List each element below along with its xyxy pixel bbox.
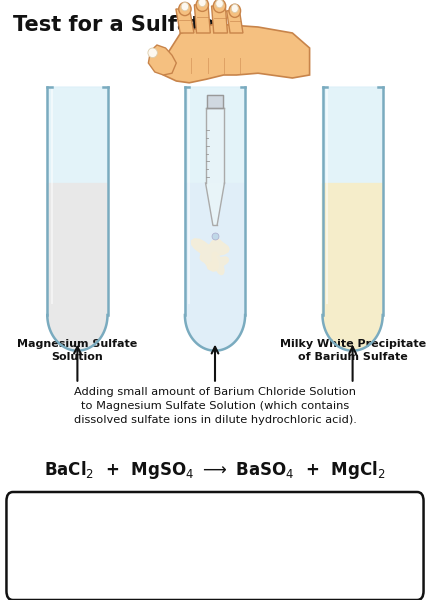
Text: Test for a Sulfate: Test for a Sulfate xyxy=(13,15,215,35)
Polygon shape xyxy=(163,24,310,83)
Text: Adding small amount of Barium Chloride Solution
to Magnesium Sulfate Solution (w: Adding small amount of Barium Chloride S… xyxy=(74,387,356,425)
Ellipse shape xyxy=(181,2,189,11)
Polygon shape xyxy=(208,252,228,275)
Ellipse shape xyxy=(216,0,223,8)
Ellipse shape xyxy=(179,2,191,16)
Ellipse shape xyxy=(229,4,241,17)
Ellipse shape xyxy=(231,4,238,13)
Text: Milky White Precipitate
of Barium Sulfate: Milky White Precipitate of Barium Sulfat… xyxy=(280,339,426,362)
Polygon shape xyxy=(212,6,227,33)
Ellipse shape xyxy=(148,48,157,58)
Polygon shape xyxy=(47,87,108,350)
Polygon shape xyxy=(322,87,383,350)
Ellipse shape xyxy=(199,0,206,7)
Polygon shape xyxy=(227,11,243,33)
Text: BaCl$_2$  +  MgSO$_4$ $\longrightarrow$ BaSO$_4$  +  MgCl$_2$: BaCl$_2$ + MgSO$_4$ $\longrightarrow$ Ba… xyxy=(44,459,386,481)
Polygon shape xyxy=(47,184,108,350)
Polygon shape xyxy=(148,45,176,75)
Polygon shape xyxy=(322,184,383,350)
Text: Magnesium Sulfate
Solution: Magnesium Sulfate Solution xyxy=(17,339,138,362)
Polygon shape xyxy=(206,108,224,183)
Polygon shape xyxy=(185,87,245,350)
Ellipse shape xyxy=(213,0,226,13)
FancyBboxPatch shape xyxy=(6,492,424,600)
Polygon shape xyxy=(194,5,210,33)
Text: *: * xyxy=(30,511,37,525)
Polygon shape xyxy=(185,184,245,350)
Polygon shape xyxy=(176,9,194,33)
Polygon shape xyxy=(207,95,223,108)
Text: A milky white precipitate of barium sulfate is
 formed which indicates presence : A milky white precipitate of barium sulf… xyxy=(30,511,320,542)
Polygon shape xyxy=(206,183,224,225)
Polygon shape xyxy=(192,239,229,271)
Ellipse shape xyxy=(196,0,209,11)
